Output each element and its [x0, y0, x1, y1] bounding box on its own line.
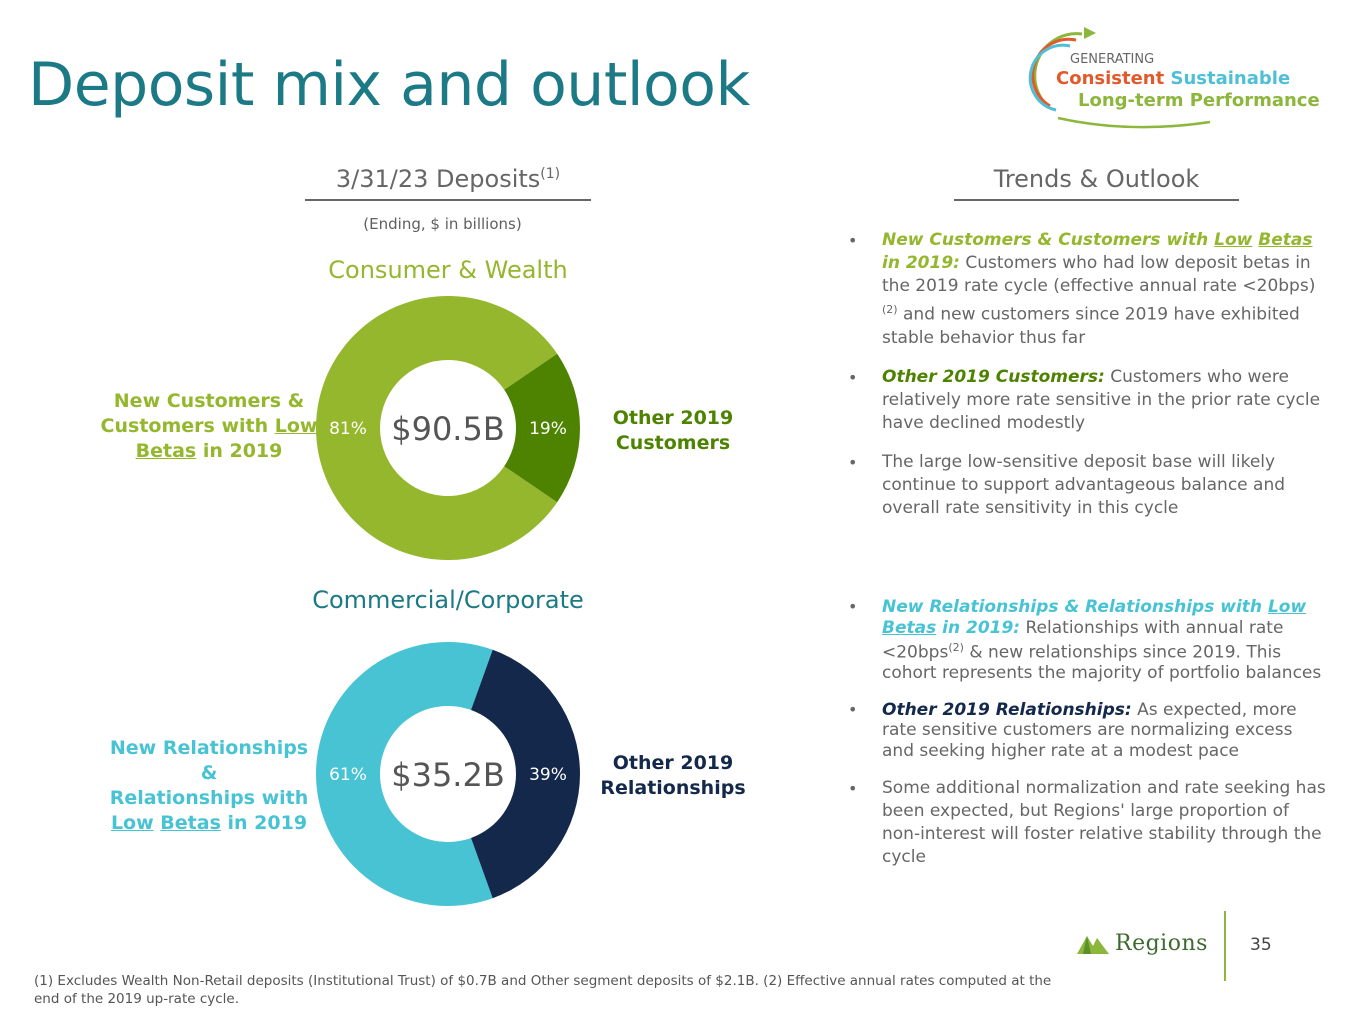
legend-label-consumer-other: Other 2019 Customers — [612, 407, 734, 454]
donut-value-label: 81% — [329, 419, 367, 439]
logo-line3: Long-term Performance — [1078, 90, 1320, 111]
donut-center-total: $90.5B — [391, 410, 505, 448]
list-item: Other 2019 Customers: Customers who were… — [848, 366, 1328, 435]
donut-slice-main — [316, 296, 558, 560]
circular-arrow-icon — [1028, 27, 1211, 129]
regions-logo: Regions — [1075, 928, 1225, 960]
tagline-logo: GENERATING Consistent Sustainable Long-t… — [1020, 22, 1330, 134]
regions-wordmark: Regions — [1115, 931, 1208, 956]
list-item: New Customers & Customers with Low Betas… — [848, 229, 1328, 350]
deposits-header: 3/31/23 Deposits(1) — [305, 165, 591, 201]
page-number: 35 — [1250, 935, 1272, 955]
donut-value-label: 39% — [529, 765, 567, 785]
donut-value-label: 61% — [329, 765, 367, 785]
logo-line2: Consistent Sustainable — [1056, 68, 1291, 89]
legend-label-commercial-other: Other 2019 Relationships — [600, 752, 746, 799]
donut-slice-other — [504, 353, 580, 503]
page-title: Deposit mix and outlook — [28, 50, 750, 120]
footnote: (1) Excludes Wealth Non-Retail deposits … — [34, 973, 1052, 1007]
list-item: New Relationships & Relationships with L… — [848, 597, 1328, 684]
regions-pyramid-icon — [1077, 936, 1109, 954]
list-item: Other 2019 Relationships: As expected, m… — [848, 700, 1328, 762]
donut-center-total: $35.2B — [391, 756, 505, 794]
chart-title-commercial: Commercial/Corporate — [312, 586, 584, 614]
list-item: Some additional normalization and rate s… — [848, 777, 1328, 869]
donut-value-label: 19% — [529, 419, 567, 439]
legend-label-commercial-new: New Relationships & Relationships with L… — [109, 737, 309, 834]
donut-slice-main — [316, 642, 493, 906]
list-item: The large low-sensitive deposit base wil… — [848, 451, 1328, 520]
consumer-outlook-list: New Customers & Customers with Low Betas… — [848, 229, 1328, 536]
donut-chart-commercial: 61% 39% $35.2B — [316, 642, 580, 906]
donut-chart-consumer: 81% 19% $90.5B — [316, 296, 580, 560]
footer-divider — [1224, 911, 1226, 981]
deposits-units-note: (Ending, $ in billions) — [363, 215, 522, 233]
logo-line1: GENERATING — [1070, 52, 1155, 67]
donut-slice-other — [471, 649, 580, 899]
chart-title-consumer: Consumer & Wealth — [328, 256, 568, 284]
trends-header: Trends & Outlook — [954, 165, 1239, 201]
legend-label-consumer-new: New Customers & Customers with Low Betas… — [100, 390, 318, 462]
commercial-outlook-list: New Relationships & Relationships with L… — [848, 597, 1328, 885]
